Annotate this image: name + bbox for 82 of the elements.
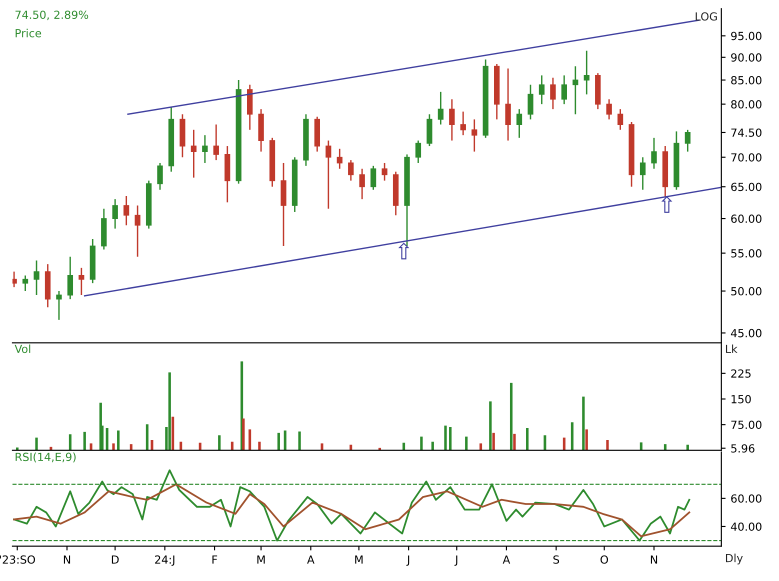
bar [526, 428, 529, 450]
candlestick [505, 68, 511, 142]
y-tick-label: 75.00 [731, 420, 762, 430]
bar [83, 432, 86, 450]
bar [218, 435, 221, 450]
y-tick-label: 95.00 [731, 32, 762, 40]
y-tick-label: 40.00 [730, 522, 762, 531]
y-tick-label: 60.00 [731, 214, 762, 223]
annotation: ⇧ [398, 242, 410, 260]
x-tick-label: J [406, 556, 410, 566]
y-tick-label: 45.00 [730, 328, 762, 338]
bar [585, 429, 588, 450]
bar [420, 436, 423, 450]
bar [606, 440, 609, 450]
x-tick-label: N [64, 556, 70, 564]
bar [320, 443, 324, 450]
bar [230, 442, 234, 450]
bar [465, 436, 468, 450]
bar [570, 422, 574, 450]
x-tick-label: N [650, 556, 658, 564]
candlestick [651, 137, 657, 170]
y-tick-label: 55.00 [731, 249, 762, 258]
candlestick [34, 260, 40, 296]
y-tick-label: 60.00 [731, 494, 762, 503]
bar [277, 432, 280, 450]
x-tick-label: D [112, 556, 119, 564]
x-tick-label: S [553, 555, 560, 564]
bar [258, 442, 261, 450]
bar [146, 424, 148, 450]
x-tick-label: A [307, 556, 314, 564]
bar [150, 440, 154, 450]
x-tick-label: J [454, 556, 458, 566]
bar [284, 430, 286, 450]
bar [106, 428, 108, 450]
candlestick [56, 290, 62, 321]
bar [180, 442, 182, 450]
annotation: LOG [696, 12, 717, 21]
chart-title: RSI(14,E,9) [16, 452, 76, 462]
bar [242, 418, 245, 450]
bar [298, 431, 301, 450]
bar [449, 427, 452, 450]
x-tick-label: A [502, 556, 510, 564]
bar [492, 432, 495, 450]
x-tick-label: '23:SO [0, 555, 36, 564]
bar [544, 435, 546, 450]
bar [68, 434, 72, 450]
bar [444, 426, 447, 450]
bar [489, 401, 492, 450]
bar [248, 429, 252, 450]
y-axis-title: Price [16, 28, 42, 38]
x-tick-label: F [212, 556, 218, 564]
y-tick-label: 5.96 [731, 444, 754, 453]
y-tick-label: 90.00 [731, 53, 762, 62]
bar [582, 396, 585, 450]
annotation: ⇧ [661, 196, 672, 213]
y-tick-label: 70.00 [731, 153, 762, 162]
bar [168, 372, 171, 450]
candlestick [280, 162, 286, 247]
y-tick-label: 80.00 [731, 100, 762, 109]
y-tick-label: 50.00 [731, 287, 762, 296]
bar [431, 442, 434, 450]
y-tick-label: 74.50 [731, 128, 762, 137]
bar [513, 434, 516, 450]
chart-title: Vol [14, 344, 30, 354]
bar [35, 438, 38, 450]
x-tick-label: 24:J [155, 555, 174, 566]
line-series [13, 483, 690, 538]
y-tick-label: 225 [731, 369, 751, 378]
text: Dly [726, 554, 743, 564]
y-tick-label: 65.00 [731, 182, 762, 192]
bar [112, 443, 115, 450]
y-tick-label: 85.00 [731, 76, 762, 84]
chart-title: 74.50, 2.89% [16, 10, 88, 20]
x-tick-label: M [355, 556, 363, 564]
bar [562, 438, 566, 450]
bar [117, 430, 120, 450]
x-tick-label: M [257, 556, 265, 564]
y-axis-title: Lk [726, 344, 738, 353]
bar [172, 416, 174, 450]
x-tick-label: O [600, 555, 608, 564]
bar [510, 382, 513, 450]
y-tick-label: 150 [732, 394, 751, 404]
